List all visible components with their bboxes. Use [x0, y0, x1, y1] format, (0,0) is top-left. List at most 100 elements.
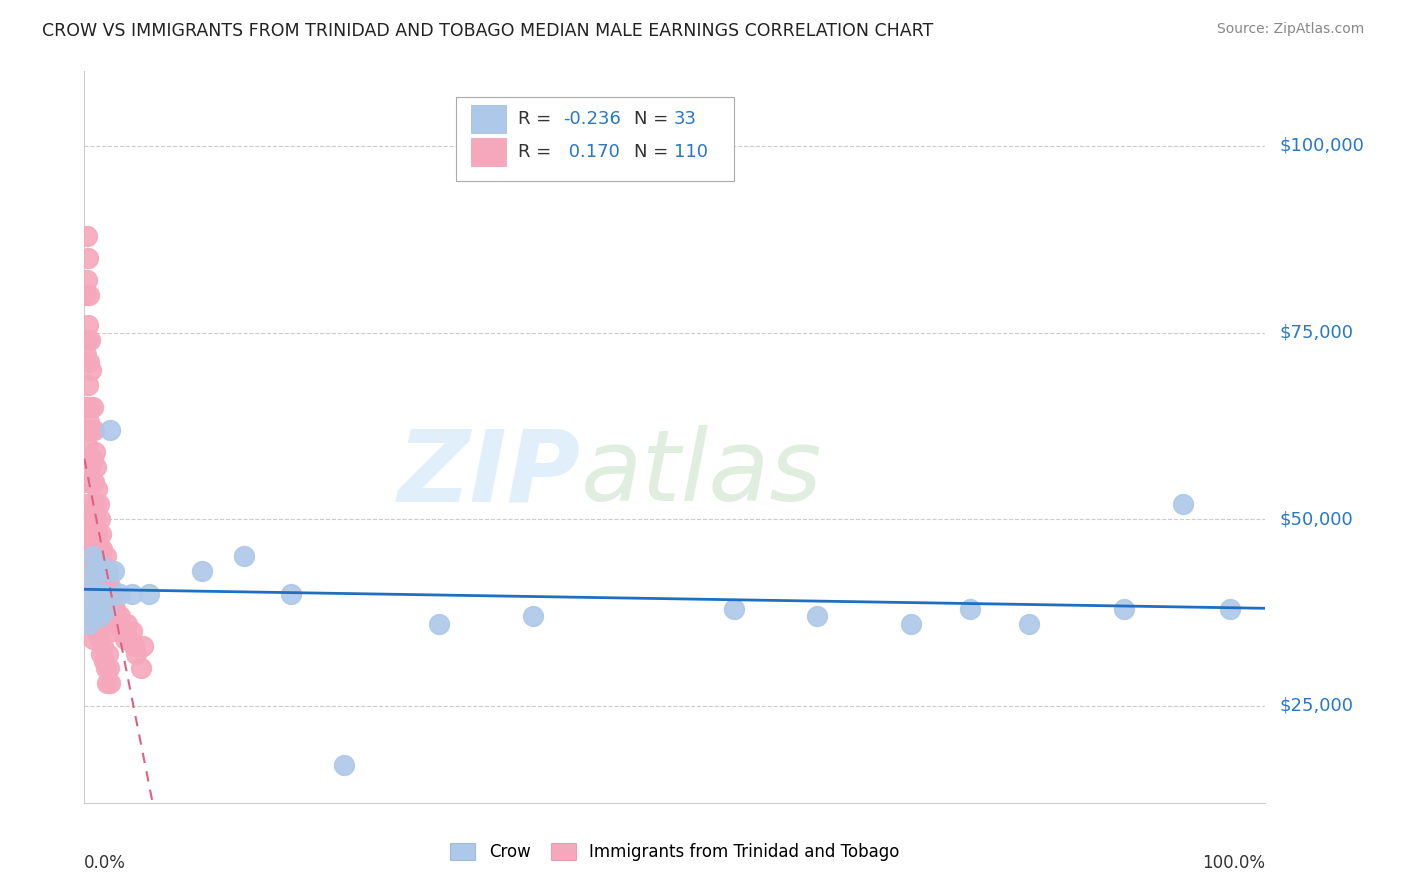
Point	[427, 616, 450, 631]
Point	[87, 497, 110, 511]
Point	[115, 616, 138, 631]
Point	[900, 616, 922, 631]
Point	[80, 616, 103, 631]
Point	[98, 661, 121, 675]
Point	[97, 647, 120, 661]
Point	[86, 601, 108, 615]
Point	[79, 601, 101, 615]
Point	[84, 557, 107, 571]
Point	[91, 587, 114, 601]
Point	[98, 579, 121, 593]
Text: Source: ZipAtlas.com: Source: ZipAtlas.com	[1216, 22, 1364, 37]
Point	[114, 632, 136, 646]
Point	[77, 565, 100, 579]
Point	[75, 527, 97, 541]
Text: R =: R =	[517, 143, 557, 161]
Point	[1112, 601, 1135, 615]
Point	[79, 512, 101, 526]
Point	[82, 587, 104, 601]
Point	[76, 333, 98, 347]
Point	[105, 609, 128, 624]
Point	[75, 401, 97, 415]
Point	[280, 587, 302, 601]
Point	[82, 401, 104, 415]
Point	[84, 587, 107, 601]
Point	[333, 758, 356, 772]
Point	[77, 452, 100, 467]
Point	[79, 333, 101, 347]
Text: N =: N =	[634, 110, 668, 128]
Point	[89, 557, 111, 571]
Text: ZIP: ZIP	[398, 425, 581, 522]
Text: $50,000: $50,000	[1279, 510, 1354, 528]
Point	[82, 505, 104, 519]
Text: $100,000: $100,000	[1279, 137, 1364, 155]
Point	[77, 288, 100, 302]
Point	[77, 251, 100, 265]
Point	[723, 601, 745, 615]
Point	[77, 318, 100, 332]
Point	[84, 572, 107, 586]
Point	[82, 632, 104, 646]
Text: -0.236: -0.236	[562, 110, 620, 128]
Point	[77, 423, 100, 437]
Point	[80, 609, 103, 624]
Point	[79, 557, 101, 571]
Point	[103, 624, 125, 639]
Point	[84, 512, 107, 526]
Point	[191, 565, 214, 579]
Point	[80, 527, 103, 541]
Point	[76, 228, 98, 243]
Point	[86, 483, 108, 497]
Point	[129, 661, 152, 675]
Point	[103, 587, 125, 601]
Point	[76, 423, 98, 437]
Point	[1018, 616, 1040, 631]
Point	[93, 654, 115, 668]
Point	[76, 273, 98, 287]
Point	[79, 401, 101, 415]
Point	[76, 497, 98, 511]
Point	[77, 415, 100, 429]
Point	[77, 594, 100, 608]
Point	[122, 639, 145, 653]
Point	[89, 632, 111, 646]
Point	[87, 557, 110, 571]
Point	[107, 616, 129, 631]
Point	[83, 475, 105, 489]
Point	[84, 459, 107, 474]
Point	[103, 565, 125, 579]
Point	[118, 632, 141, 646]
FancyBboxPatch shape	[471, 138, 506, 166]
Point	[83, 527, 105, 541]
Point	[97, 572, 120, 586]
Point	[77, 587, 100, 601]
Point	[100, 594, 122, 608]
Point	[77, 601, 100, 615]
Point	[96, 676, 118, 690]
Point	[77, 475, 100, 489]
Point	[79, 512, 101, 526]
Point	[806, 609, 828, 624]
Point	[121, 624, 143, 639]
Point	[83, 565, 105, 579]
Text: $25,000: $25,000	[1279, 697, 1354, 714]
Point	[80, 423, 103, 437]
Point	[89, 609, 111, 624]
Point	[82, 542, 104, 557]
Point	[232, 549, 254, 564]
Point	[75, 348, 97, 362]
Point	[138, 587, 160, 601]
Point	[77, 377, 100, 392]
Point	[83, 423, 105, 437]
Point	[83, 601, 105, 615]
Point	[76, 437, 98, 451]
Text: 110: 110	[673, 143, 707, 161]
Point	[98, 423, 121, 437]
Point	[98, 676, 121, 690]
Text: 100.0%: 100.0%	[1202, 854, 1265, 872]
Point	[82, 549, 104, 564]
Point	[75, 475, 97, 489]
Point	[91, 624, 114, 639]
Text: 0.0%: 0.0%	[84, 854, 127, 872]
